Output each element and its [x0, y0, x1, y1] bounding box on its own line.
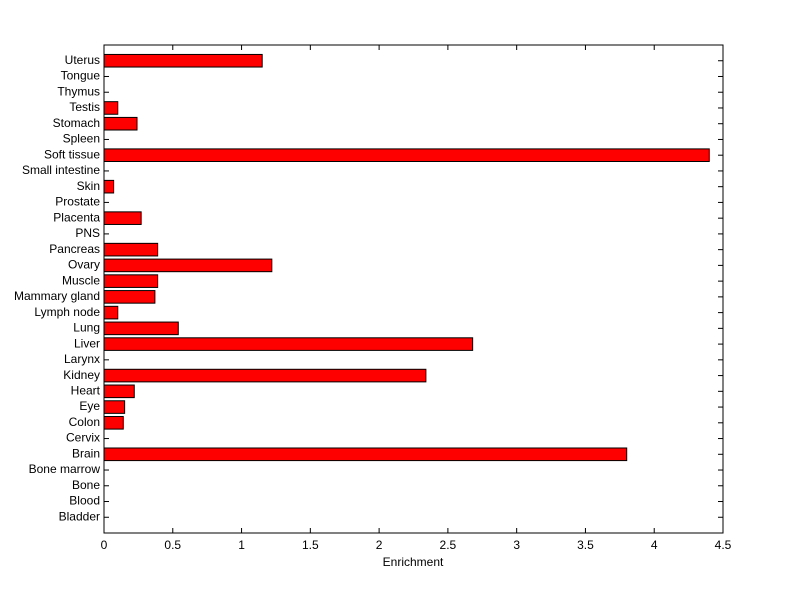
y-tick-label: Cervix [66, 431, 100, 445]
bar [103, 400, 126, 414]
x-tick-label: 0 [101, 538, 108, 552]
y-tick-label: Lung [73, 321, 100, 335]
y-tick-label: Muscle [62, 273, 100, 287]
bar [103, 416, 124, 430]
bar [103, 305, 119, 320]
x-tick-label: 2.5 [440, 538, 457, 552]
y-tick-label: Lymph node [34, 305, 100, 319]
y-tick-label: Brain [72, 446, 100, 460]
y-tick-label: Testis [69, 100, 100, 114]
y-tick-label: Mammary gland [14, 289, 100, 303]
bar [103, 337, 474, 351]
x-tick-label: 3 [513, 538, 520, 552]
x-tick-label: 2 [376, 538, 383, 552]
bar [103, 179, 115, 194]
bar [103, 321, 179, 336]
bar [103, 101, 119, 115]
y-tick-label: Small intestine [22, 163, 100, 177]
bar [103, 258, 273, 273]
x-tick-label: 4.5 [715, 538, 732, 552]
y-tick-label: Blood [69, 494, 100, 508]
bar [103, 384, 135, 399]
y-tick-label: Ovary [68, 258, 100, 272]
y-tick-label: Heart [71, 383, 101, 397]
y-tick-label: Bone marrow [29, 462, 101, 476]
y-tick-label: Larynx [64, 352, 100, 366]
x-tick-label: 4 [651, 538, 658, 552]
y-tick-label: Kidney [63, 368, 100, 382]
y-tick-label: Spleen [63, 132, 100, 146]
y-tick-label: Uterus [65, 53, 100, 67]
bar [103, 116, 138, 131]
bar [103, 242, 159, 257]
y-tick-label: Colon [69, 415, 100, 429]
y-tick-label: Bladder [59, 509, 100, 523]
x-tick-label: 1.5 [302, 538, 319, 552]
bar [103, 211, 142, 225]
x-tick-label: 0.5 [164, 538, 181, 552]
y-tick-label: Soft tissue [44, 147, 100, 161]
y-tick-label: Placenta [53, 210, 100, 224]
bar [103, 53, 263, 68]
y-tick-label: Eye [79, 399, 100, 413]
y-tick-label: Bone [72, 478, 100, 492]
bar [103, 447, 628, 462]
y-tick-label: Skin [77, 179, 100, 193]
y-tick-label: Prostate [55, 195, 100, 209]
y-tick-label: Liver [74, 336, 100, 350]
y-tick-label: Pancreas [49, 242, 100, 256]
bar [103, 148, 710, 162]
y-tick-label: Stomach [53, 116, 100, 130]
bar [103, 274, 159, 288]
x-tick-label: 1 [238, 538, 245, 552]
y-tick-label: PNS [75, 226, 100, 240]
bar [103, 290, 156, 304]
y-tick-label: Tongue [61, 69, 101, 83]
bar [103, 368, 427, 383]
x-tick-label: 3.5 [577, 538, 594, 552]
x-axis-label: Enrichment [383, 555, 444, 569]
axes-box [103, 44, 724, 534]
y-tick-label: Thymus [57, 84, 100, 98]
